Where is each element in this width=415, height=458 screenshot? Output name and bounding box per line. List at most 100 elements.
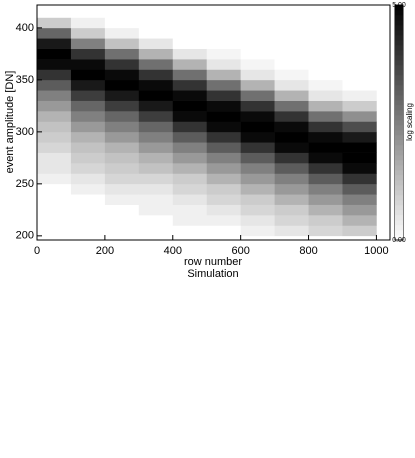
density-cell [104,7,140,18]
colorbar-step [395,210,403,216]
density-cell [37,90,72,101]
density-cell [274,7,309,18]
colorbar-step [395,45,403,51]
density-cell [172,79,208,91]
density-cell [138,215,174,226]
density-cell [138,204,174,216]
colorbar-step [395,40,403,46]
density-cell [37,131,72,143]
density-cell [37,38,72,49]
density-cell [342,173,377,185]
colorbar-step [395,105,403,111]
density-cell [240,7,275,18]
density-cell [37,17,72,29]
colorbar-step [395,130,403,136]
density-cell [342,59,377,70]
density-cell [342,17,377,29]
density-cell [138,90,174,101]
density-cell [206,111,241,122]
density-cell [70,142,106,153]
density-cell [138,59,174,70]
density-cell [70,183,106,195]
density-cell [206,69,241,81]
density-cell [70,59,106,70]
density-cell [274,79,309,91]
y-tick-label: 300 [16,126,34,138]
colorbar-step [395,135,403,141]
density-cell [240,100,275,112]
density-cell [172,204,208,216]
density-cell [172,69,208,81]
density-cell [206,152,241,164]
density-cell [274,17,309,29]
density-cell [104,225,140,237]
density-cell [70,163,106,174]
density-cell [138,111,174,122]
density-cell [274,38,309,49]
density-cell [274,27,309,39]
density-cell [308,79,343,91]
density-cell [172,152,208,164]
density-cell [138,17,174,29]
density-cell [240,183,275,195]
density-cell [70,90,106,101]
density-cell [206,59,241,70]
density-cell [37,142,72,153]
density-cell [342,38,377,49]
colorbar-step [395,145,403,151]
x-tick-label: 800 [299,245,317,257]
colorbar-step [395,185,403,191]
density-cell [274,215,309,226]
colorbar-step [395,20,403,26]
colorbar-step [395,90,403,96]
colorbar-step [395,200,403,206]
density-cell [308,38,343,49]
density-cell [274,121,309,133]
colorbar-step [395,65,403,71]
density-cell [104,204,140,216]
colorbar-step [395,235,403,241]
colorbar-step [395,180,403,186]
density-cell [206,215,241,226]
density-cell [308,183,343,195]
density-cell [172,131,208,143]
density-cell [342,90,377,101]
density-cell [342,183,377,195]
x-tick-label: 200 [96,245,114,257]
colorbar-step [395,195,403,201]
density-cell [138,7,174,18]
density-cell [308,204,343,216]
density-cell [138,183,174,195]
density-cell [104,215,140,226]
density-cell [206,183,241,195]
density-cell [240,111,275,122]
density-cell [308,173,343,185]
density-cell [172,121,208,133]
density-cell [274,48,309,60]
density-cell [240,131,275,143]
density-cell [308,131,343,143]
density-cell [104,69,140,81]
density-cell [70,17,106,29]
density-cell [342,225,377,237]
density-cell [206,121,241,133]
density-cell [37,121,72,133]
density-cell [206,194,241,205]
density-cell [240,121,275,133]
density-cell [342,121,377,133]
density-cell [206,163,241,174]
density-cell [240,215,275,226]
density-cell [308,215,343,226]
density-cell [308,152,343,164]
density-cell [308,142,343,153]
density-cell [240,194,275,205]
colorbar-step [395,100,403,106]
density-cell [172,111,208,122]
density-cell [37,163,72,174]
density-cell [138,163,174,174]
y-axis-label: event amplitude [DN] [4,71,16,174]
density-cell [206,38,241,49]
density-cell [342,131,377,143]
density-cell [172,163,208,174]
density-cell [37,48,72,60]
